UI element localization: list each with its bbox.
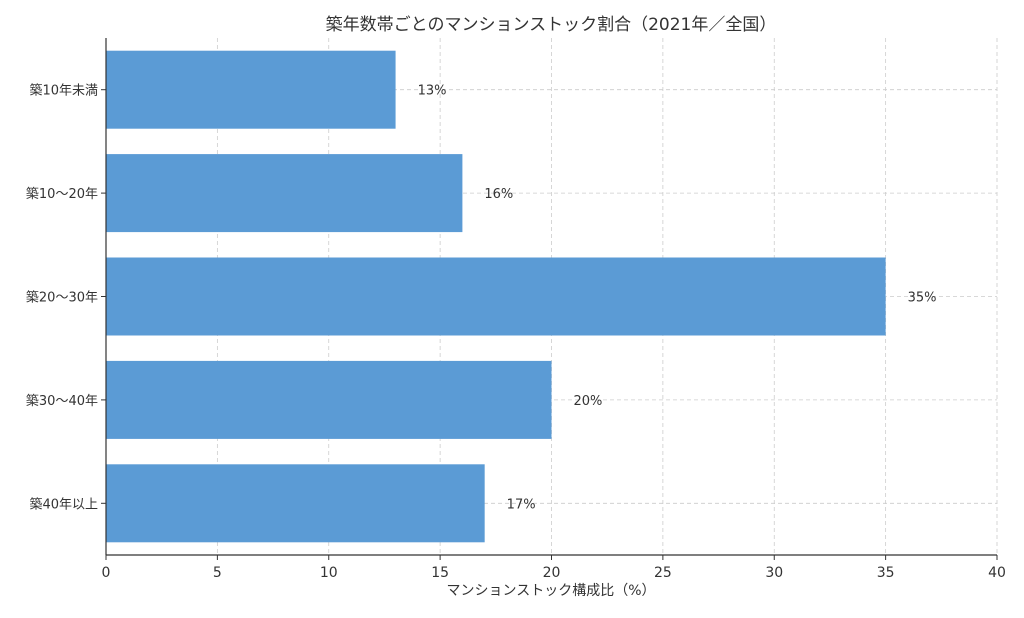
x-tick-label: 10: [320, 565, 338, 581]
data-label: 35%: [908, 291, 937, 306]
bar: [106, 360, 552, 439]
bar: [106, 50, 396, 129]
x-tick-label: 25: [654, 565, 672, 581]
y-tick-label: 築10年未満: [29, 84, 98, 99]
x-tick-label: 40: [988, 565, 1006, 581]
x-tick-label: 20: [543, 565, 561, 581]
y-tick-label: 築40年以上: [29, 497, 98, 512]
x-tick-label: 0: [102, 565, 111, 581]
axes: 0 5 10 15 20 25 30 35 40 築10年未満築10〜20年築20〜30年築30〜…: [26, 38, 1006, 581]
x-axis-label: マンションストック構成比（%）: [446, 583, 655, 599]
bar: [106, 464, 485, 543]
y-tick-label: 築10〜20年: [26, 187, 98, 202]
x-tick-label: 5: [213, 565, 222, 581]
x-tick-label: 35: [877, 565, 895, 581]
bar: [106, 154, 463, 233]
data-label: 16%: [484, 187, 513, 202]
bars: 13% 16% 35% 20% 17%: [106, 50, 937, 543]
bar: [106, 257, 886, 336]
data-label: 13%: [418, 84, 447, 99]
x-tick-label: 30: [765, 565, 783, 581]
y-tick-label: 築20〜30年: [26, 291, 98, 306]
y-tick-label: 築30〜40年: [26, 394, 98, 409]
chart-title: 築年数帯ごとのマンションストック割合（2021年／全国）: [326, 15, 777, 35]
data-label: 20%: [574, 394, 603, 409]
x-tick-label: 15: [431, 565, 449, 581]
data-label: 17%: [507, 497, 536, 512]
